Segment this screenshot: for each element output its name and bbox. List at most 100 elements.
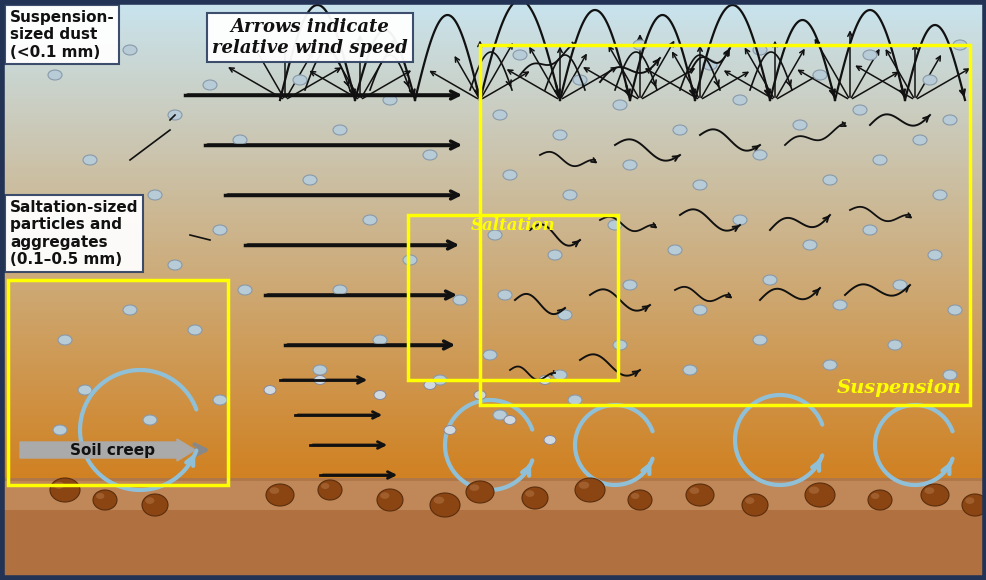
Bar (479, 45, 969, 405)
Ellipse shape (363, 215, 377, 225)
Ellipse shape (744, 497, 753, 504)
Ellipse shape (473, 390, 485, 400)
Ellipse shape (567, 395, 582, 405)
Ellipse shape (573, 75, 587, 85)
Ellipse shape (887, 340, 901, 350)
Ellipse shape (332, 285, 347, 295)
Ellipse shape (575, 478, 604, 502)
Ellipse shape (622, 280, 636, 290)
Ellipse shape (912, 135, 926, 145)
Ellipse shape (78, 385, 92, 395)
Ellipse shape (453, 295, 466, 305)
Ellipse shape (123, 305, 137, 315)
Ellipse shape (430, 493, 459, 517)
Ellipse shape (692, 305, 706, 315)
Ellipse shape (504, 415, 516, 425)
Ellipse shape (752, 335, 766, 345)
Ellipse shape (922, 75, 936, 85)
Ellipse shape (543, 436, 555, 444)
Ellipse shape (920, 484, 948, 506)
Ellipse shape (380, 492, 388, 499)
Ellipse shape (487, 230, 502, 240)
Ellipse shape (143, 415, 157, 425)
Ellipse shape (522, 487, 547, 509)
Ellipse shape (927, 250, 941, 260)
Ellipse shape (668, 245, 681, 255)
Ellipse shape (444, 426, 456, 434)
Ellipse shape (423, 150, 437, 160)
Ellipse shape (377, 489, 402, 511)
Ellipse shape (557, 310, 572, 320)
Ellipse shape (53, 425, 67, 435)
Ellipse shape (424, 380, 436, 390)
Ellipse shape (752, 150, 766, 160)
Ellipse shape (689, 487, 699, 494)
Ellipse shape (187, 325, 202, 335)
Ellipse shape (702, 60, 716, 70)
Ellipse shape (622, 160, 636, 170)
Ellipse shape (822, 360, 836, 370)
Ellipse shape (964, 497, 973, 504)
Ellipse shape (303, 175, 317, 185)
Text: Suspension-
sized dust
(<0.1 mm): Suspension- sized dust (<0.1 mm) (10, 10, 114, 60)
Ellipse shape (627, 490, 652, 510)
Ellipse shape (123, 45, 137, 55)
Ellipse shape (947, 305, 961, 315)
Bar (8, 280, 228, 485)
Ellipse shape (862, 225, 877, 235)
Ellipse shape (942, 115, 956, 125)
Ellipse shape (492, 110, 507, 120)
Ellipse shape (832, 300, 846, 310)
Ellipse shape (924, 487, 934, 494)
Text: Suspension: Suspension (836, 379, 961, 397)
Ellipse shape (433, 496, 444, 504)
Ellipse shape (685, 484, 713, 506)
Ellipse shape (952, 40, 966, 50)
Ellipse shape (482, 350, 497, 360)
Ellipse shape (733, 95, 746, 105)
Ellipse shape (332, 125, 347, 135)
Ellipse shape (374, 390, 386, 400)
Ellipse shape (852, 105, 866, 115)
Ellipse shape (50, 478, 80, 502)
Ellipse shape (862, 50, 877, 60)
Ellipse shape (402, 255, 416, 265)
Ellipse shape (93, 250, 106, 260)
Ellipse shape (317, 480, 342, 500)
Ellipse shape (320, 483, 329, 489)
Ellipse shape (932, 190, 946, 200)
Ellipse shape (83, 155, 97, 165)
Ellipse shape (525, 490, 533, 497)
Ellipse shape (238, 285, 251, 295)
Ellipse shape (630, 493, 639, 499)
Ellipse shape (961, 494, 986, 516)
Ellipse shape (293, 75, 307, 85)
Ellipse shape (373, 335, 387, 345)
Ellipse shape (93, 490, 117, 510)
Ellipse shape (503, 170, 517, 180)
Ellipse shape (612, 100, 626, 110)
Ellipse shape (313, 365, 326, 375)
Ellipse shape (682, 365, 696, 375)
Ellipse shape (552, 130, 566, 140)
Ellipse shape (513, 50, 527, 60)
Ellipse shape (53, 481, 64, 489)
Ellipse shape (552, 370, 566, 380)
Text: Saltation-sized
particles and
aggregates
(0.1–0.5 mm): Saltation-sized particles and aggregates… (10, 200, 138, 267)
Ellipse shape (752, 45, 766, 55)
Ellipse shape (48, 70, 62, 80)
Ellipse shape (148, 190, 162, 200)
Ellipse shape (269, 487, 279, 494)
Ellipse shape (145, 497, 154, 504)
Ellipse shape (805, 483, 834, 507)
Ellipse shape (562, 190, 577, 200)
Ellipse shape (266, 484, 294, 506)
Ellipse shape (547, 250, 561, 260)
Ellipse shape (213, 225, 227, 235)
Ellipse shape (672, 125, 686, 135)
Ellipse shape (492, 410, 507, 420)
Ellipse shape (314, 375, 325, 385)
Bar (407, 215, 617, 380)
Ellipse shape (168, 260, 181, 270)
Ellipse shape (433, 375, 447, 385)
